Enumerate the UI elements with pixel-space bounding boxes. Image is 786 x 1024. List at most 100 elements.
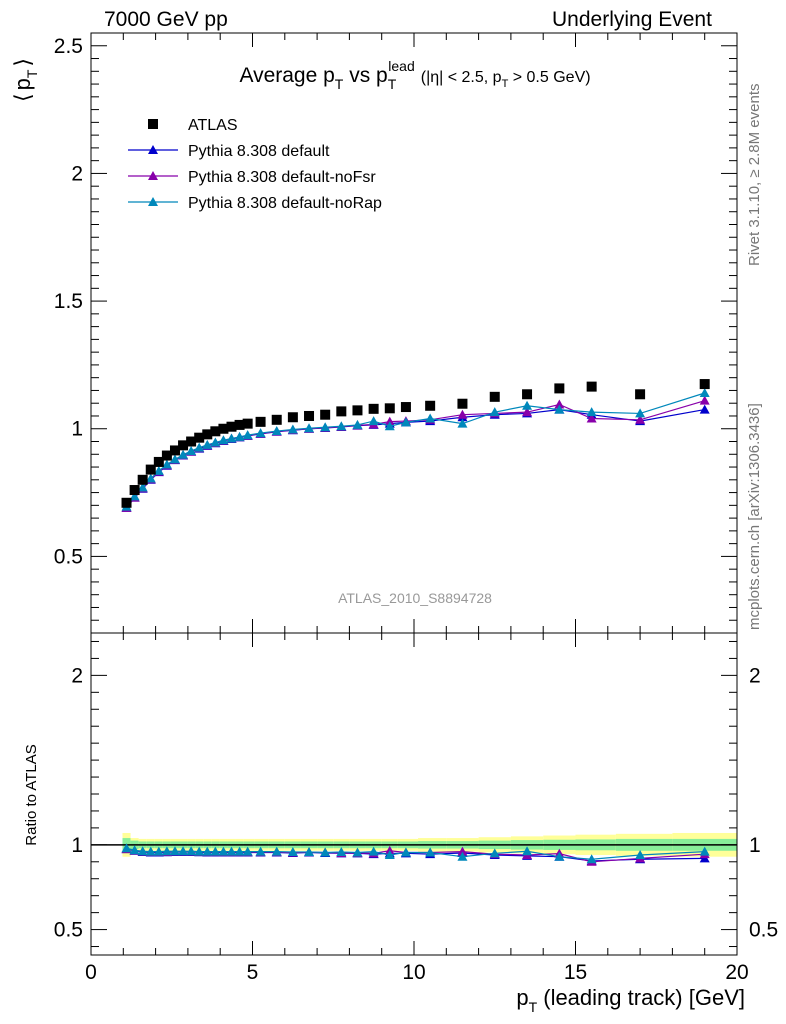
data-point [137, 474, 148, 485]
data-point [522, 400, 533, 410]
data-point [320, 422, 331, 432]
legend-label: Pythia 8.308 default-noRap [188, 195, 382, 212]
y-tick-label: 1 [71, 834, 83, 857]
ratio-frame [90, 632, 738, 956]
data-point [153, 465, 164, 475]
ratio-point [425, 847, 436, 857]
legend: ATLAS Pythia 8.308 default Pythia 8.308 de… [128, 117, 382, 212]
ratio-point [186, 846, 197, 856]
ratio-point [457, 846, 468, 856]
ratio-point [457, 851, 468, 861]
data-point [255, 416, 266, 427]
ratio-point [121, 843, 132, 853]
chart-title: Average pT vs pTlead(|η| < 2.5, pT > 0.5… [239, 58, 590, 92]
data-point [169, 454, 180, 464]
y-tick-label: 1.5 [54, 290, 83, 313]
data-point [242, 418, 253, 429]
x-tick-label: 20 [725, 961, 748, 984]
ratio-point [137, 846, 148, 856]
data-point [635, 408, 646, 418]
data-point [271, 414, 282, 425]
ratio-point [320, 847, 331, 857]
data-point [242, 430, 253, 440]
data-point [586, 413, 597, 423]
y-tick-label: 2 [71, 162, 83, 185]
data-point [178, 449, 189, 459]
data-point [161, 459, 172, 469]
data-point [320, 409, 331, 420]
data-point [384, 403, 395, 414]
y-tick-label: 2.5 [54, 35, 83, 58]
data-point [194, 442, 205, 452]
x-tick-label: 0 [85, 961, 97, 984]
data-point [178, 440, 189, 451]
ratio-point [194, 846, 205, 856]
data-point [699, 379, 710, 390]
data-point [586, 407, 597, 417]
y-tick-label-right: 1 [749, 834, 761, 857]
data-point [218, 435, 229, 445]
data-point [522, 407, 533, 417]
ratio-point [161, 846, 172, 856]
data-point [137, 482, 148, 492]
data-point [699, 388, 710, 397]
data-point [554, 399, 565, 409]
data-point [287, 412, 298, 423]
ratio-point [304, 846, 315, 856]
ratio-point [489, 848, 500, 858]
data-point [336, 421, 347, 431]
data-point [635, 414, 646, 424]
data-point [169, 445, 180, 456]
data-point [161, 450, 172, 461]
ratio-point [400, 847, 411, 857]
ratio-point [287, 846, 298, 856]
x-tick-label: 10 [402, 961, 425, 984]
header-right: Underlying Event [552, 8, 712, 31]
data-point [129, 485, 140, 496]
y-tick-label-right: 0.5 [749, 919, 778, 942]
data-point [226, 433, 237, 443]
ratio-point [336, 846, 347, 856]
ratio-point [699, 846, 710, 856]
ratio-point [242, 846, 253, 856]
data-point [489, 407, 500, 417]
main-panel: 0.5 1 1.5 2 2.5 [54, 32, 738, 955]
data-point [586, 381, 597, 392]
ratio-point [554, 851, 565, 861]
ratio-point [210, 846, 221, 856]
data-point [304, 410, 315, 421]
data-point [352, 405, 363, 416]
data-point [129, 491, 140, 501]
data-point [304, 423, 315, 433]
data-point [210, 426, 221, 437]
data-point [554, 383, 565, 394]
data-point [186, 436, 197, 447]
data-point [210, 437, 221, 447]
ratio-point [368, 846, 379, 856]
data-point [234, 419, 245, 430]
series-line [126, 392, 705, 507]
data-point [202, 429, 213, 440]
legend-marker [148, 145, 158, 154]
svg-text:⟨pT⟩: ⟨pT⟩ [10, 58, 40, 102]
ratio-point [271, 846, 282, 856]
data-point [202, 439, 213, 449]
y-axis-label-ratio: Ratio to ATLAS [23, 744, 40, 845]
data-point [457, 418, 468, 428]
data-point [255, 428, 266, 438]
data-point [554, 404, 565, 414]
x-tick-label: 5 [247, 961, 259, 984]
legend-label: Pythia 8.308 default-noFsr [188, 169, 376, 186]
ratio-point [352, 847, 363, 857]
data-point [218, 423, 229, 434]
x-tick-label: 15 [564, 961, 587, 984]
y-tick-label: 0.5 [54, 545, 83, 568]
ratio-panel: 0 5 10 15 200.5 0.51 12 2 [54, 632, 778, 984]
legend-label: Pythia 8.308 default [188, 143, 330, 160]
data-point [384, 421, 395, 431]
legend-label: ATLAS [188, 117, 238, 134]
analysis-id-label: ATLAS_2010_S8894728 [338, 590, 492, 606]
data-point [425, 413, 436, 423]
data-point [699, 404, 710, 414]
